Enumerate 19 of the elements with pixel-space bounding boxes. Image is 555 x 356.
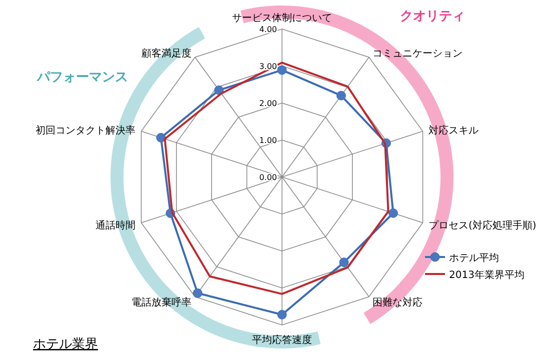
spoke-label: コミュニケーション [372,48,463,60]
y-tick-label: 2.00 [259,99,277,108]
y-tick-label: 1.00 [259,136,277,145]
spoke-label: 平均応答速度 [252,334,312,346]
spoke-label: 初回コンタクト解決率 [36,124,136,136]
text: ホテル業界 [33,337,98,352]
y-tick-label: 0.00 [259,173,277,182]
spoke-label: プロセス(対応処理手順) [428,220,536,232]
y-tick-label: 4.00 [259,25,277,34]
spoke-label: 困難な対応 [372,296,423,309]
spoke-label: サービス体制について [232,12,332,24]
spoke-label: 電話放棄呼率 [131,296,192,309]
spoke-label: 対応スキル [428,124,478,136]
text: パフォーマンス [36,70,128,85]
spoke-label: 通話時間 [96,220,136,232]
legend-label: 2013年業界平均 [449,269,524,281]
legend-label: ホテル平均 [449,252,499,264]
spoke-label: 顧客満足度 [141,47,192,60]
text: クオリティ [400,9,465,24]
